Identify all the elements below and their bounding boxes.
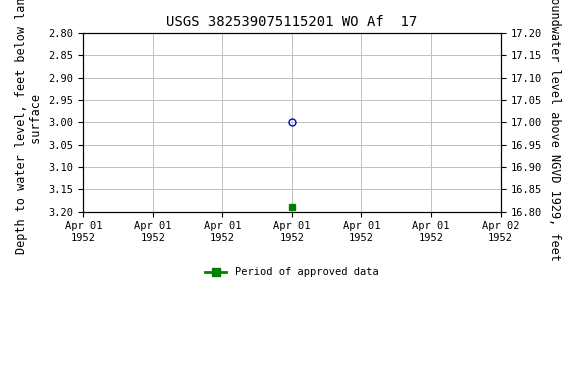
Y-axis label: Groundwater level above NGVD 1929, feet: Groundwater level above NGVD 1929, feet [548,0,561,261]
Title: USGS 382539075115201 WO Af  17: USGS 382539075115201 WO Af 17 [166,15,418,29]
Legend: Period of approved data: Period of approved data [201,263,382,281]
Y-axis label: Depth to water level, feet below land
 surface: Depth to water level, feet below land su… [15,0,43,254]
